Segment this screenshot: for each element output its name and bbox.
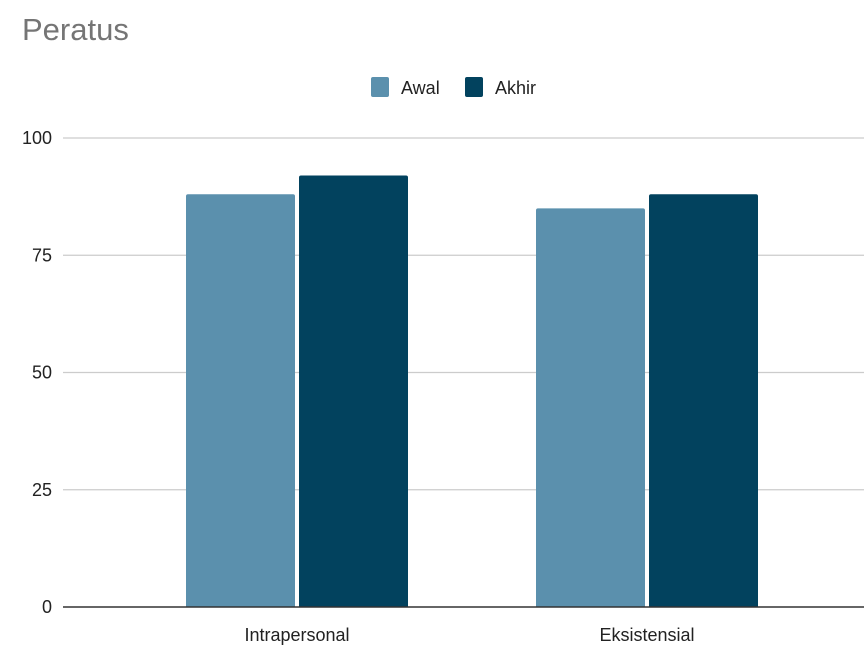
- chart-title: Peratus: [22, 12, 129, 47]
- chart-bars: [186, 175, 758, 607]
- legend-label-awal: Awal: [401, 78, 440, 98]
- y-tick-label: 0: [42, 597, 52, 617]
- y-tick-label: 75: [32, 245, 52, 265]
- bar-akhir-intrapersonal: [299, 175, 408, 607]
- y-axis-ticks: 0 25 50 75 100: [22, 128, 52, 617]
- legend-label-akhir: Akhir: [495, 78, 536, 98]
- x-axis-categories: Intrapersonal Eksistensial: [244, 625, 694, 645]
- chart-legend: Awal Akhir: [371, 77, 536, 98]
- y-tick-label: 100: [22, 128, 52, 148]
- x-category-label: Intrapersonal: [244, 625, 349, 645]
- bar-awal-intrapersonal: [186, 194, 295, 607]
- legend-swatch-awal: [371, 77, 389, 97]
- legend-swatch-akhir: [465, 77, 483, 97]
- x-category-label: Eksistensial: [599, 625, 694, 645]
- bar-akhir-eksistensial: [649, 194, 758, 607]
- y-tick-label: 50: [32, 363, 52, 383]
- y-tick-label: 25: [32, 480, 52, 500]
- bar-awal-eksistensial: [536, 208, 645, 607]
